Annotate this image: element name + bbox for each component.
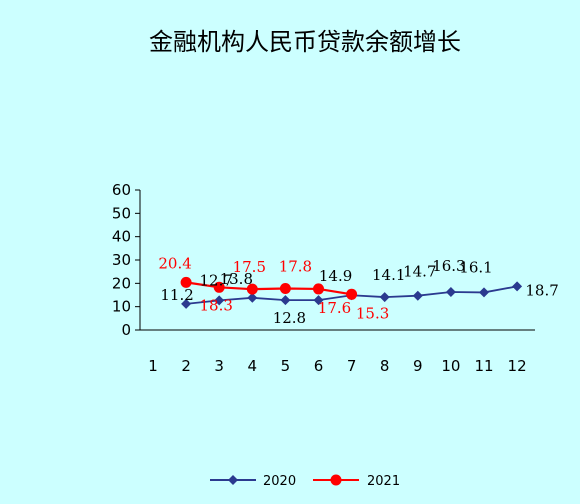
x-tick-label: 7 xyxy=(347,357,357,375)
point-2020-2 xyxy=(181,298,192,309)
data-label-2020-10: 16.3 xyxy=(432,257,465,275)
data-label-2020-11: 16.1 xyxy=(459,258,492,276)
data-label-2020-9: 14.7 xyxy=(403,263,436,281)
point-2020-11 xyxy=(479,287,489,298)
point-2020-8 xyxy=(379,292,390,303)
x-tick-label: 5 xyxy=(281,357,291,375)
x-tick-label: 10 xyxy=(441,357,460,375)
series-marks xyxy=(180,276,523,309)
point-2020-9 xyxy=(412,290,423,301)
point-2020-3 xyxy=(214,295,225,306)
x-tick-label: 6 xyxy=(314,357,324,375)
data-label-2021-6: 17.6 xyxy=(318,299,351,317)
legend-label-2020: 2020 xyxy=(263,474,296,489)
legend: 2020 2021 xyxy=(210,474,400,489)
point-2021-4 xyxy=(246,283,258,295)
data-label-2020-2: 11.2 xyxy=(160,286,193,304)
data-label-2020-12: 18.7 xyxy=(525,281,558,299)
series-line-2021 xyxy=(185,281,352,296)
data-label-2020-8: 14.1 xyxy=(372,266,405,284)
x-tick-label: 4 xyxy=(248,357,258,375)
x-tick-label: 8 xyxy=(380,357,390,375)
point-2020-10 xyxy=(445,286,456,297)
data-label-2021-4: 17.5 xyxy=(233,258,266,276)
point-2020-12 xyxy=(512,281,523,292)
point-2020-4 xyxy=(247,292,258,303)
y-tick-label: 50 xyxy=(112,204,131,222)
data-label-2020-7: 14.9 xyxy=(319,267,352,285)
point-2021-7 xyxy=(346,288,358,300)
y-tick-label: 60 xyxy=(112,181,131,199)
legend-marker-2020 xyxy=(228,475,238,485)
point-2020-5 xyxy=(280,295,291,306)
point-2021-6 xyxy=(313,283,324,295)
x-tick-label: 9 xyxy=(413,357,423,375)
point-2021-3 xyxy=(213,281,225,293)
x-tick-label: 3 xyxy=(214,357,224,375)
y-tick-label: 10 xyxy=(112,298,131,316)
data-labels: 11.2 12.713.8 12.8 14.9 14.114.716.316.1 18.7… xyxy=(158,254,558,327)
point-2020-6 xyxy=(313,295,324,306)
legend-label-2021: 2021 xyxy=(367,474,400,489)
x-tick-label: 2 xyxy=(181,357,191,375)
y-tick-label: 30 xyxy=(112,251,131,269)
data-label-2021-7: 15.3 xyxy=(356,304,389,322)
data-label-2021-3: 18.3 xyxy=(199,296,232,314)
point-2021-5 xyxy=(279,282,291,294)
data-label-2021-2: 20.4 xyxy=(158,254,191,272)
point-2021-2 xyxy=(180,276,192,288)
y-tick-label: 20 xyxy=(112,274,131,292)
data-label-2020-3: 12.7 xyxy=(199,271,232,289)
x-tick-label: 12 xyxy=(508,357,527,375)
y-tick-label: 40 xyxy=(112,228,131,246)
y-tick-label: 0 xyxy=(121,321,131,339)
data-label-2020-4: 13.8 xyxy=(220,270,253,288)
data-label-2021-5: 17.8 xyxy=(279,257,312,275)
data-label-2020-5: 12.8 xyxy=(273,309,306,327)
x-tick-label: 11 xyxy=(474,357,493,375)
chart-title: 金融机构人民币贷款余额增长 xyxy=(149,28,461,56)
legend-marker-2021 xyxy=(330,474,342,486)
x-tick-label: 1 xyxy=(148,357,158,375)
